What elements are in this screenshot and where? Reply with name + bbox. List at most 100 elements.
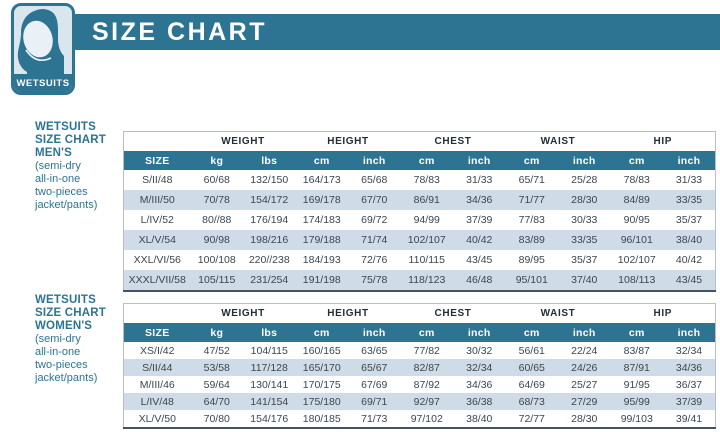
value-cell: 95/101	[505, 270, 558, 291]
column-header: SIZE	[123, 151, 191, 170]
value-cell: 64/69	[505, 376, 558, 393]
wetsuit-hood-icon	[17, 9, 64, 78]
value-cell: 90/95	[610, 210, 663, 230]
value-cell: 77/83	[505, 210, 558, 230]
sidebar-mens: WETSUITS SIZE CHART MEN'S (semi-dry all-…	[35, 121, 127, 212]
sidebar-title-line: WETSUITS	[35, 121, 97, 133]
logo-label: WETSUITS	[14, 74, 72, 92]
value-cell: 32/34	[663, 342, 716, 359]
value-cell: 46/48	[453, 270, 506, 291]
size-cell: M/III/50	[123, 190, 191, 210]
value-cell: 68/73	[505, 393, 558, 410]
size-table-mens: WEIGHT HEIGHT CHEST WAIST HIP SIZE kg lbs cm inch…	[123, 131, 716, 292]
value-cell: 71/73	[348, 410, 401, 428]
sidebar-title-line: WOMEN'S	[35, 320, 93, 332]
value-cell: 22/24	[558, 342, 611, 359]
column-header: inch	[558, 151, 611, 170]
value-cell: 179/188	[295, 230, 348, 250]
table-row: XXL/VI/56 100/108 220//238 184/193 72/76 110/…	[123, 250, 716, 270]
value-cell: 154/172	[243, 190, 296, 210]
value-cell: 118/123	[400, 270, 453, 291]
value-cell: 117/128	[243, 359, 296, 376]
value-cell: 69/72	[348, 210, 401, 230]
sidebar-title-line: SIZE CHART	[35, 134, 106, 146]
value-cell: 59/64	[190, 376, 243, 393]
value-cell: 80//88	[190, 210, 243, 230]
value-cell: 25/28	[558, 170, 611, 190]
sidebar-subtitle-line: two-pieces	[35, 186, 88, 198]
value-cell: 94/99	[400, 210, 453, 230]
value-cell: 130/141	[243, 376, 296, 393]
value-cell: 38/40	[453, 410, 506, 428]
value-cell: 24/26	[558, 359, 611, 376]
column-header: kg	[190, 323, 243, 342]
value-cell: 86/91	[400, 190, 453, 210]
value-cell: 63/65	[348, 342, 401, 359]
value-cell: 60/68	[190, 170, 243, 190]
column-header: inch	[663, 323, 716, 342]
value-cell: 104/115	[243, 342, 296, 359]
column-header: cm	[610, 323, 663, 342]
column-header: cm	[295, 151, 348, 170]
group-header: HEIGHT	[295, 131, 401, 151]
table-row: XL/V/50 70/80 154/176 180/185 71/73 97/102 38/…	[123, 410, 716, 428]
table-row: L/IV/48 64/70 141/154 175/180 69/71 92/97 36/3…	[123, 393, 716, 410]
group-header: HIP	[610, 131, 716, 151]
size-cell: XL/V/50	[123, 410, 191, 428]
value-cell: 64/70	[190, 393, 243, 410]
size-cell: M/III/46	[123, 376, 191, 393]
value-cell: 160/165	[295, 342, 348, 359]
value-cell: 105/115	[190, 270, 243, 291]
group-header-row: WEIGHT HEIGHT CHEST WAIST HIP	[123, 303, 716, 323]
value-cell: 102/107	[610, 250, 663, 270]
value-cell: 77/82	[400, 342, 453, 359]
value-cell: 164/173	[295, 170, 348, 190]
value-cell: 87/91	[610, 359, 663, 376]
value-cell: 70/78	[190, 190, 243, 210]
size-cell: XL/V/54	[123, 230, 191, 250]
column-header: inch	[453, 323, 506, 342]
column-header: inch	[558, 323, 611, 342]
value-cell: 132/150	[243, 170, 296, 190]
value-cell: 65/71	[505, 170, 558, 190]
value-cell: 34/36	[453, 376, 506, 393]
value-cell: 82/87	[400, 359, 453, 376]
value-cell: 154/176	[243, 410, 296, 428]
column-header: kg	[190, 151, 243, 170]
size-table-womens: WEIGHT HEIGHT CHEST WAIST HIP SIZE kg lbs cm inch…	[123, 303, 716, 429]
value-cell: 87/92	[400, 376, 453, 393]
sidebar-subtitle-line: all-in-one	[35, 346, 81, 358]
value-cell: 56/61	[505, 342, 558, 359]
table-row: M/III/46 59/64 130/141 170/175 67/69 87/92 34/…	[123, 376, 716, 393]
value-cell: 37/40	[558, 270, 611, 291]
value-cell: 141/154	[243, 393, 296, 410]
group-header: WEIGHT	[190, 131, 296, 151]
value-cell: 53/58	[190, 359, 243, 376]
value-cell: 220//238	[243, 250, 296, 270]
value-cell: 37/39	[663, 393, 716, 410]
sidebar-subtitle-line: all-in-one	[35, 173, 81, 185]
value-cell: 47/52	[190, 342, 243, 359]
value-cell: 31/33	[663, 170, 716, 190]
value-cell: 69/71	[348, 393, 401, 410]
value-cell: 34/36	[663, 359, 716, 376]
value-cell: 43/45	[453, 250, 506, 270]
group-header: HEIGHT	[295, 303, 401, 323]
value-cell: 30/33	[558, 210, 611, 230]
value-cell: 27/29	[558, 393, 611, 410]
group-header	[123, 131, 191, 151]
size-cell: S/II/48	[123, 170, 191, 190]
size-cell: XS/I/42	[123, 342, 191, 359]
column-header: cm	[505, 151, 558, 170]
table-row: L/IV/52 80//88 176/194 174/183 69/72 94/99 37/…	[123, 210, 716, 230]
value-cell: 97/102	[400, 410, 453, 428]
value-cell: 95/99	[610, 393, 663, 410]
value-cell: 165/170	[295, 359, 348, 376]
value-cell: 72/76	[348, 250, 401, 270]
value-cell: 36/38	[453, 393, 506, 410]
column-header: lbs	[243, 323, 296, 342]
sidebar-subtitle-line: two-pieces	[35, 359, 88, 371]
column-header: inch	[348, 323, 401, 342]
value-cell: 100/108	[190, 250, 243, 270]
value-cell: 37/39	[453, 210, 506, 230]
